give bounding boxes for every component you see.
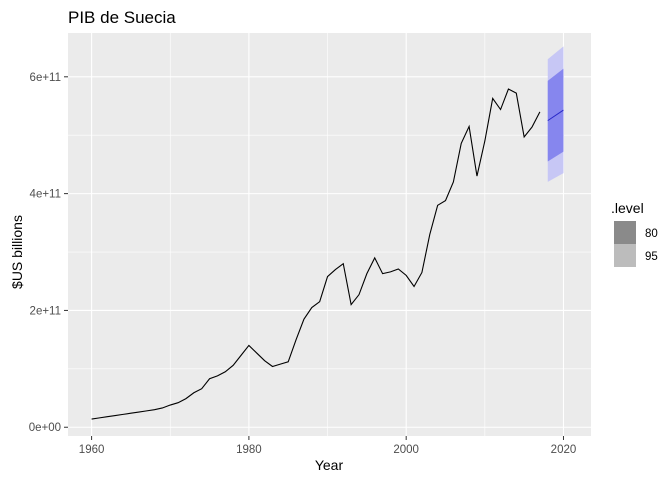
forecast-mean-line — [547, 109, 564, 122]
x-tick-label: 1980 — [236, 444, 262, 456]
series-lines — [91, 88, 564, 420]
grid-major — [68, 33, 591, 436]
x-tick-label: 2000 — [393, 444, 419, 456]
y-tick-label: 6e+11 — [30, 72, 61, 84]
y-axis-title: $US billions — [9, 215, 25, 289]
x-tick-label: 1960 — [79, 444, 105, 456]
legend-label-95: 95 — [645, 251, 658, 263]
legend-key-80 — [614, 221, 636, 244]
x-axis: 1960 1980 2000 2020 — [79, 436, 576, 456]
legend-title: .level — [611, 200, 644, 216]
y-tick-label: 2e+11 — [30, 305, 61, 317]
legend-key-95 — [614, 244, 636, 267]
chart-title: PIB de Suecia — [68, 8, 176, 27]
forecast-bands — [547, 46, 564, 182]
legend-label-80: 80 — [645, 228, 658, 240]
x-axis-title: Year — [315, 457, 344, 473]
plot-panel — [68, 33, 591, 436]
y-axis: 0e+00 2e+11 4e+11 6e+11 — [29, 72, 68, 434]
series-line-gdp — [91, 88, 541, 420]
legend: .level 80 95 — [611, 200, 658, 267]
y-tick-label: 0e+00 — [29, 422, 61, 434]
grid-minor — [68, 33, 591, 436]
y-tick-label: 4e+11 — [30, 189, 61, 201]
x-tick-label: 2020 — [551, 444, 577, 456]
